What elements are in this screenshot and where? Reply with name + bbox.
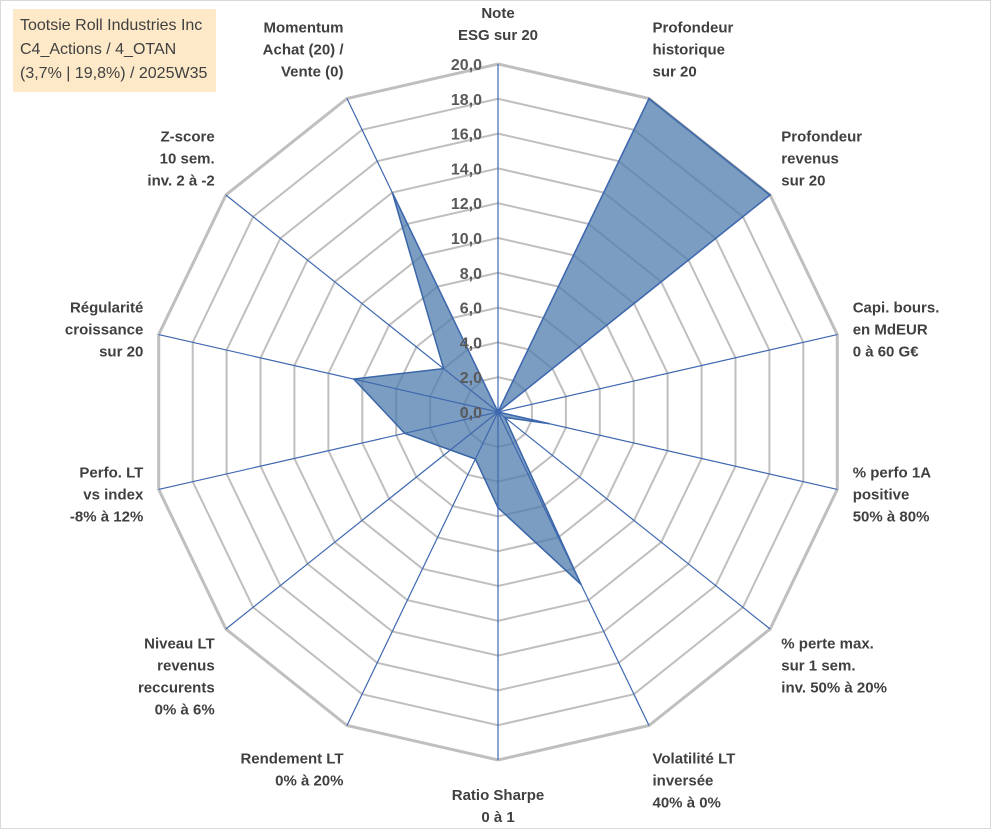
axis-spoke — [497, 411, 838, 490]
axis-label-line: reccurents — [138, 680, 215, 697]
tick-label: 12,0 — [451, 196, 482, 213]
tick-label: 20,0 — [451, 57, 482, 74]
axis-label-line: sur 1 sem. — [781, 658, 855, 675]
axis-spoke — [346, 98, 499, 413]
axis-label-line: croissance — [65, 322, 143, 339]
axis-label-line: sur 20 — [99, 344, 143, 361]
axis-label: Momentum Achat (20) / Vente (0) — [263, 20, 345, 81]
axis-label-line: revenus — [781, 150, 839, 167]
axis-label-line: inv. 50% à 20% — [781, 680, 887, 697]
axis-label: Z-score 10 sem. inv. 2 à -2 — [147, 128, 214, 189]
axis-label-line: Ratio Sharpe — [452, 787, 545, 804]
axis-label-line: historique — [653, 42, 726, 59]
axis-spoke — [497, 411, 650, 726]
axis-label-line: Achat (20) / — [263, 42, 345, 59]
axis-label-line: Z-score — [161, 128, 215, 145]
axis-label: Note ESG sur 20 — [458, 5, 538, 44]
axis-label-line: Régularité — [70, 300, 143, 317]
axis-label-line: Perfo. LT — [79, 464, 143, 481]
axis-label-line: Momentum — [264, 20, 344, 37]
tick-label: 16,0 — [451, 127, 482, 144]
axis-label-line: 0 à 1 — [481, 809, 514, 826]
axis-label: Capi. bours. en MdEUR 0 à 60 G€ — [853, 300, 940, 361]
tick-label: 4,0 — [460, 335, 482, 352]
tick-label: 14,0 — [451, 161, 482, 178]
axis-label-line: Rendement LT — [240, 750, 343, 767]
axis-label: Ratio Sharpe 0 à 1 — [452, 787, 545, 826]
tick-label: 6,0 — [460, 301, 482, 318]
axis-label-line: Volatilité LT — [653, 750, 736, 767]
tick-label: 8,0 — [460, 266, 482, 283]
axis-label-line: Note — [481, 5, 514, 22]
axis-label-line: -8% à 12% — [70, 508, 143, 525]
axis-label: Profondeur historique sur 20 — [653, 20, 734, 81]
axis-spoke — [497, 334, 838, 413]
axis-label-line: 0% à 6% — [155, 702, 215, 719]
axis-label: Perfo. LT vs index -8% à 12% — [70, 464, 144, 525]
axis-label: Profondeur revenus sur 20 — [781, 128, 862, 189]
axis-label-line: revenus — [157, 658, 215, 675]
axis-label-line: 0 à 60 G€ — [853, 344, 920, 361]
tick-label: 18,0 — [451, 92, 482, 109]
info-box: Tootsie Roll Industries Inc C4_Actions /… — [13, 9, 217, 92]
series-layer — [352, 97, 772, 586]
axis-spoke — [497, 411, 771, 630]
axis-label-line: en MdEUR — [853, 322, 928, 339]
axis-label-line: vs index — [83, 486, 144, 503]
portfolio-category: C4_Actions / 4_OTAN — [20, 41, 177, 58]
axis-spoke — [158, 411, 499, 490]
series-area — [352, 97, 772, 585]
axis-label-line: sur 20 — [653, 64, 697, 81]
axis-label-line: Capi. bours. — [853, 300, 940, 317]
axis-label: % perfo 1A positive 50% à 80% — [853, 464, 932, 525]
axis-spoke — [497, 194, 771, 413]
axis-label-line: Vente (0) — [281, 64, 344, 81]
axis-labels: Note ESG sur 20 Profondeur historique sur 20… — [65, 5, 939, 826]
axis-label-line: sur 20 — [781, 172, 825, 189]
axis-label-line: 10 sem. — [160, 150, 215, 167]
axis-spoke — [497, 98, 650, 413]
axis-label-line: 50% à 80% — [853, 508, 930, 525]
axis-label-line: 0% à 20% — [275, 772, 343, 789]
axis-label-line: % perfo 1A — [853, 464, 932, 481]
axis-spoke — [158, 334, 499, 413]
axis-label: Niveau LT revenus reccurents 0% à 6% — [138, 636, 215, 719]
axis-spoke — [225, 411, 499, 630]
axis-label-line: % perte max. — [781, 636, 874, 653]
axis-label-line: 40% à 0% — [653, 794, 721, 811]
tick-label: 10,0 — [451, 231, 482, 248]
axis-label-line: Profondeur — [653, 20, 734, 37]
company-name: Tootsie Roll Industries Inc — [20, 17, 203, 34]
axis-spoke — [225, 194, 499, 413]
axis-label: Régularité croissance sur 20 — [65, 300, 143, 361]
axis-label: % perte max. sur 1 sem. inv. 50% à 20% — [781, 636, 887, 697]
axis-label: Rendement LT 0% à 20% — [240, 750, 343, 789]
axis-label: Volatilité LT inversée 40% à 0% — [653, 750, 736, 811]
axis-label-line: ESG sur 20 — [458, 27, 538, 44]
axis-spoke — [346, 411, 499, 726]
tick-label: 2,0 — [460, 370, 482, 387]
tick-label: 0,0 — [460, 405, 482, 422]
axis-label-line: Niveau LT — [144, 636, 215, 653]
axis-label-line: inv. 2 à -2 — [147, 172, 214, 189]
axis-label-line: inversée — [653, 772, 714, 789]
spoke-layer — [158, 64, 838, 760]
tick-labels: 0,0 2,0 4,0 6,0 8,0 10,0 12,0 14,0 16,0 18,0 20,0 — [451, 57, 482, 422]
weights-and-week: (3,7% | 19,8%) / 2025W35 — [20, 65, 208, 82]
axis-label-line: Profondeur — [781, 128, 862, 145]
axis-label-line: positive — [853, 486, 910, 503]
